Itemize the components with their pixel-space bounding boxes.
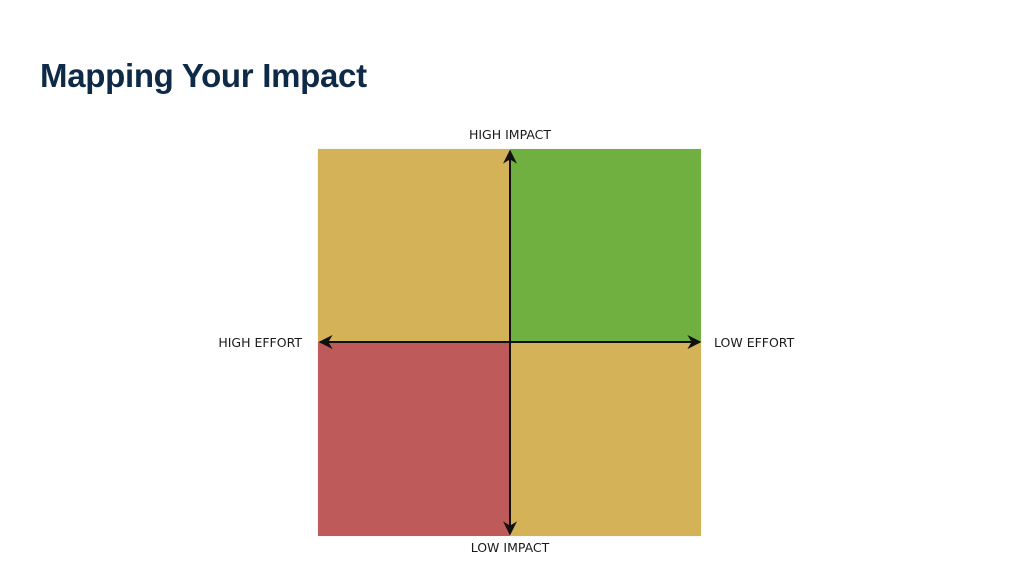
quadrant-high-impact-high-effort [318,149,510,342]
quadrant-high-impact-low-effort [510,149,701,342]
axis-label-low-effort: LOW EFFORT [714,335,795,350]
quadrant-low-impact-high-effort [318,342,510,536]
axis-label-high-effort: HIGH EFFORT [218,335,302,350]
axis-label-low-impact: LOW IMPACT [470,540,550,555]
slide-title: Mapping Your Impact [40,57,367,94]
quadrant-low-impact-low-effort [510,342,701,536]
impact-effort-matrix [318,149,701,536]
axis-label-high-impact: HIGH IMPACT [468,127,552,142]
